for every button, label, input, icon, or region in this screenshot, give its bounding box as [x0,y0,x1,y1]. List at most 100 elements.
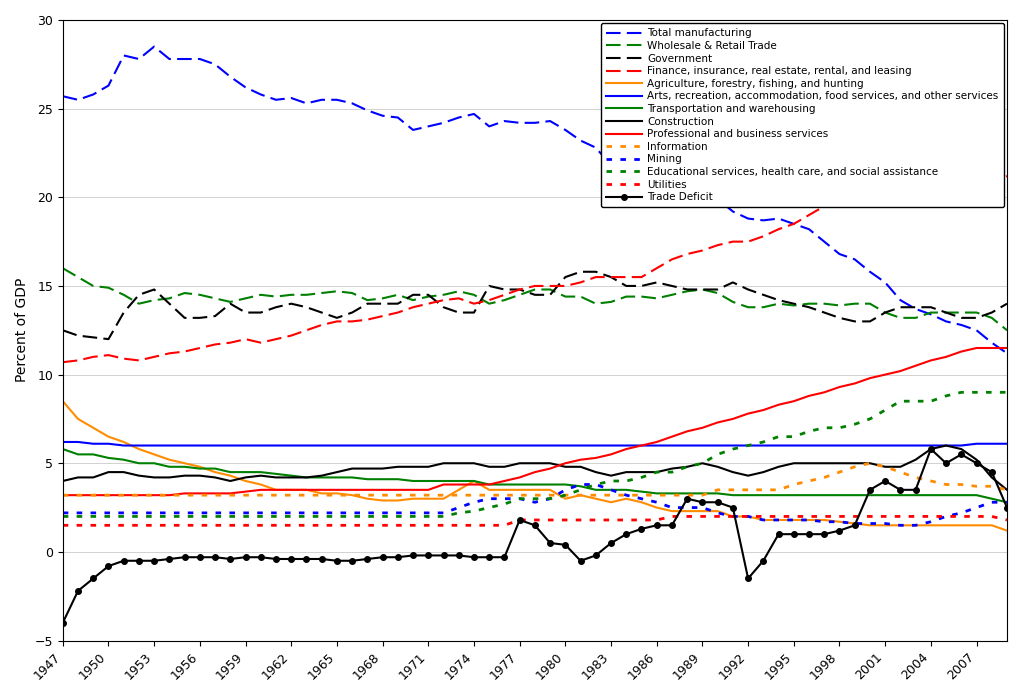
Utilities [665,512,678,521]
Trade Deficit [528,521,541,530]
Construction [711,463,724,471]
Total manufacturing [331,95,343,104]
Line: Total manufacturing: Total manufacturing [62,47,1007,353]
Professional and business services [56,491,68,499]
Information [985,482,997,491]
Educational services, health care, and social assistance [56,512,68,521]
Construction [985,473,997,482]
Trade Deficit [1001,503,1013,512]
Professional and business services [528,468,541,476]
Government [544,291,556,299]
Wholesale & Retail Trade [528,285,541,293]
Information [711,486,724,494]
Agriculture, forestry, fishing, and hunting [1001,526,1013,535]
Utilities [499,521,511,530]
Line: Mining: Mining [62,484,1007,526]
Government [513,285,525,293]
Professional and business services [971,344,983,352]
Wholesale & Retail Trade [316,289,328,297]
Line: Professional and business services: Professional and business services [62,348,1007,495]
Y-axis label: Percent of GDP: Percent of GDP [15,278,29,383]
Agriculture, forestry, fishing, and hunting [711,507,724,515]
Information [499,491,511,499]
Arts, recreation, accommodation, food services, and other services [56,438,68,446]
Government [102,335,114,344]
Wholesale & Retail Trade [711,289,724,297]
Utilities [316,521,328,530]
Educational services, health care, and social assistance [499,500,511,508]
Trade Deficit [711,498,724,507]
Information [864,459,876,468]
Construction [316,471,328,480]
Government [56,326,68,335]
Government [742,285,754,293]
Arts, recreation, accommodation, food services, and other services [1001,440,1013,448]
Line: Wholesale & Retail Trade: Wholesale & Retail Trade [62,268,1007,330]
Mining [985,498,997,507]
Trade Deficit [985,468,997,476]
Finance, insurance, real estate, rental, and leasing [56,358,68,367]
Trade Deficit [56,619,68,627]
Professional and business services [1001,344,1013,352]
Construction [346,464,359,473]
Total manufacturing [361,106,373,114]
Line: Transportation and warehousing: Transportation and warehousing [62,449,1007,503]
Professional and business services [316,486,328,494]
Professional and business services [499,477,511,485]
Mining [727,512,739,521]
Arts, recreation, accommodation, food services, and other services [361,441,373,450]
Finance, insurance, real estate, rental, and leasing [346,317,359,325]
Arts, recreation, accommodation, food services, and other services [118,441,130,450]
Educational services, health care, and social assistance [1001,388,1013,397]
Educational services, health care, and social assistance [346,512,359,521]
Utilities [346,521,359,530]
Information [56,491,68,499]
Line: Government: Government [62,272,1007,339]
Trade Deficit [316,555,328,563]
Educational services, health care, and social assistance [956,388,968,397]
Line: Trade Deficit: Trade Deficit [60,446,1010,626]
Agriculture, forestry, fishing, and hunting [499,486,511,494]
Wholesale & Retail Trade [346,289,359,297]
Government [361,300,373,308]
Construction [56,477,68,485]
Line: Arts, recreation, accommodation, food services, and other services: Arts, recreation, accommodation, food se… [62,442,1007,445]
Agriculture, forestry, fishing, and hunting [528,486,541,494]
Mining [499,495,511,503]
Wholesale & Retail Trade [985,314,997,322]
Line: Finance, insurance, real estate, rental, and leasing: Finance, insurance, real estate, rental,… [62,176,1007,362]
Agriculture, forestry, fishing, and hunting [346,491,359,499]
Information [1001,486,1013,494]
Total manufacturing [727,207,739,215]
Line: Agriculture, forestry, fishing, and hunting: Agriculture, forestry, fishing, and hunt… [62,401,1007,530]
Arts, recreation, accommodation, food services, and other services [544,441,556,450]
Utilities [727,512,739,521]
Government [331,314,343,322]
Arts, recreation, accommodation, food services, and other services [985,440,997,448]
Mining [316,509,328,517]
Trade Deficit [499,553,511,561]
Professional and business services [711,418,724,427]
Arts, recreation, accommodation, food services, and other services [513,441,525,450]
Professional and business services [346,486,359,494]
Construction [528,459,541,468]
Line: Information: Information [62,464,1007,495]
Wholesale & Retail Trade [56,264,68,273]
Transportation and warehousing [499,480,511,489]
Transportation and warehousing [56,445,68,453]
Total manufacturing [56,92,68,100]
Wholesale & Retail Trade [1001,326,1013,335]
Transportation and warehousing [1001,498,1013,507]
Construction [1001,486,1013,494]
Transportation and warehousing [985,495,997,503]
Total manufacturing [985,339,997,347]
Construction [940,441,953,450]
Educational services, health care, and social assistance [711,450,724,459]
Agriculture, forestry, fishing, and hunting [316,489,328,498]
Transportation and warehousing [711,489,724,498]
Total manufacturing [513,118,525,127]
Line: Utilities: Utilities [62,516,1007,526]
Agriculture, forestry, fishing, and hunting [56,397,68,406]
Agriculture, forestry, fishing, and hunting [985,521,997,530]
Total manufacturing [148,43,160,51]
